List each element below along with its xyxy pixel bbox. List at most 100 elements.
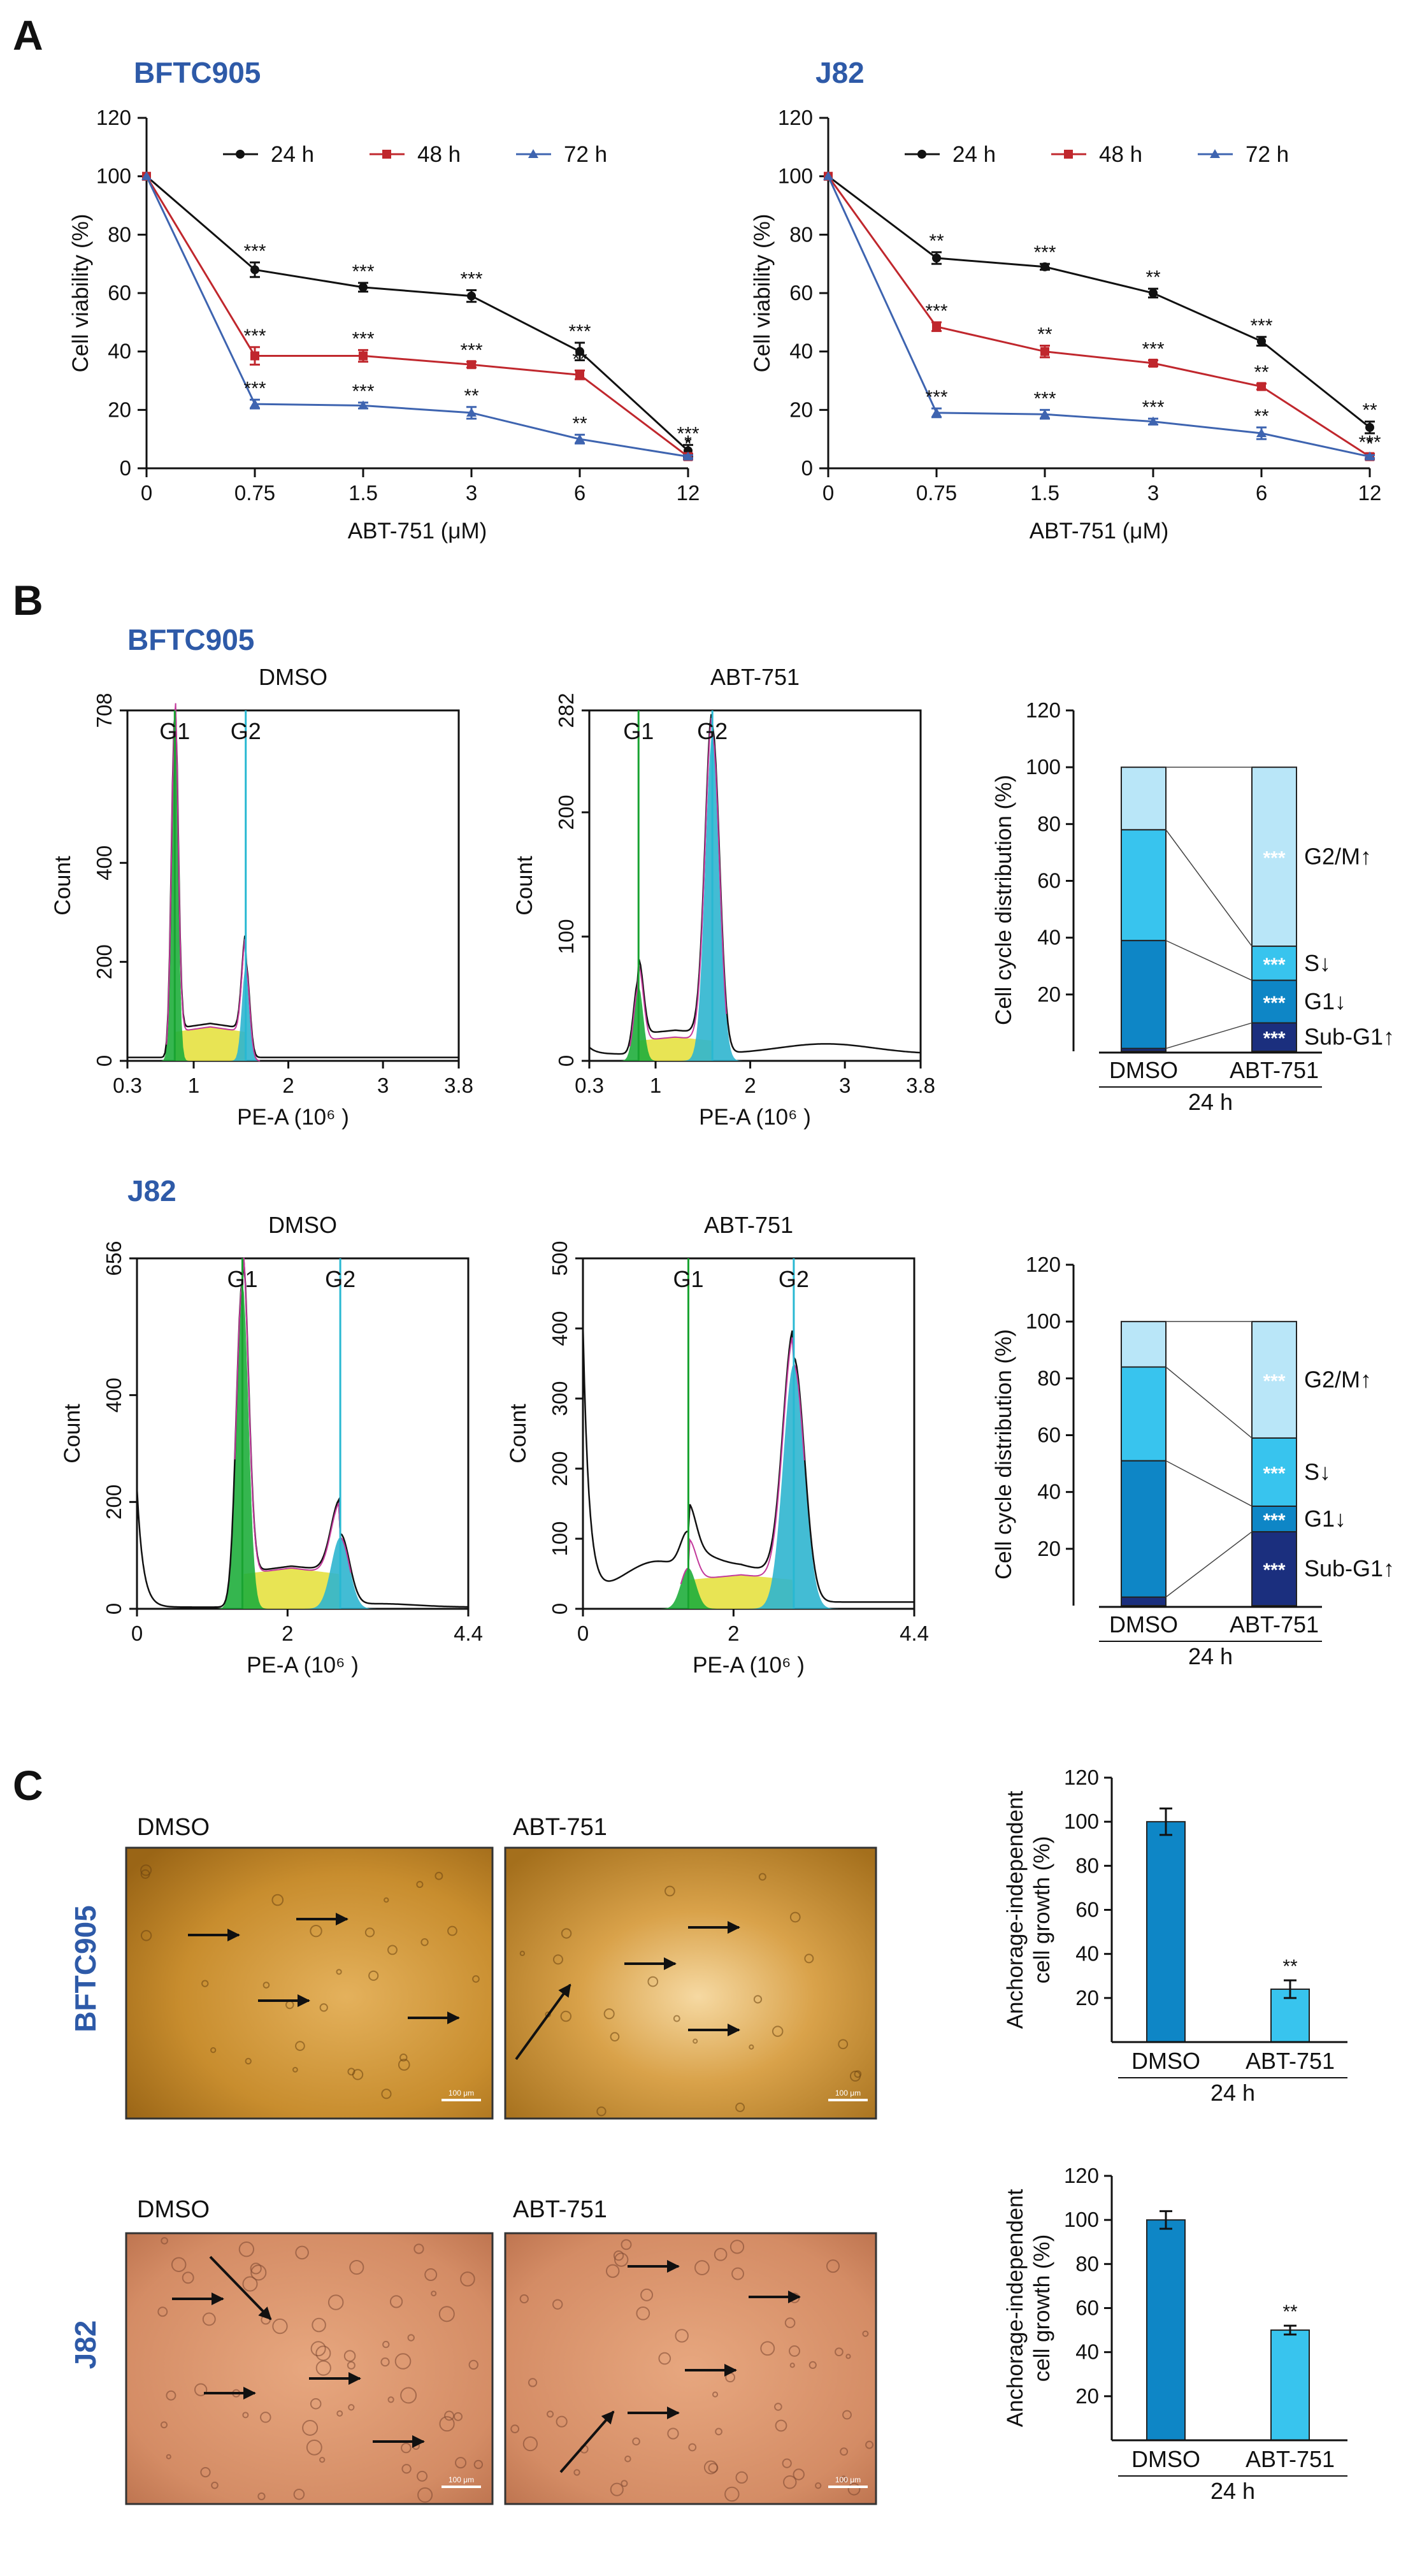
phase-label: Sub-G1↑ [1304,1024,1395,1050]
y-tick-label: 40 [1037,1480,1061,1504]
y-tick-label: 120 [778,106,813,129]
cell-colony [347,2361,356,2370]
bar-segment-abt [1251,946,1297,981]
x-tick-label: 3.8 [906,1074,935,1097]
cell-colony [424,2268,438,2282]
data-point [575,370,584,380]
cell-colony [510,2424,520,2434]
y-tick-label: 80 [1075,2252,1099,2275]
cell-colony [272,2318,288,2335]
data-point [1040,409,1050,419]
y-tick-label: 100 [1026,1309,1061,1333]
category-label: ABT-751 [1246,2446,1335,2472]
cell-colony [310,2398,322,2410]
x-tick-label: 1.5 [348,481,378,505]
cell-colony [453,2412,463,2421]
x-tick-label: 2 [282,1074,294,1097]
stacked-bar-bftc905: 20 40 60 80 100 120 Cell cycle distribution (%… [991,698,1395,1115]
significance-mark: *** [1358,432,1381,453]
cell-colony [157,2306,168,2317]
significance-mark: *** [352,328,374,349]
cell-colony [140,1930,152,1941]
x-tick-label: 4.4 [900,1622,929,1645]
histogram-title: DMSO [259,664,327,690]
y-axis-label: Cell cycle distribution (%) [991,1329,1016,1579]
bar-dmso [1146,2219,1186,2442]
cell-colony [401,2442,412,2454]
cell-colony [315,2345,331,2361]
cell-colony [556,2415,568,2428]
cell-colony [775,2419,787,2432]
significance-mark: * [684,432,692,453]
bar-segment-dmso [1121,1366,1167,1462]
fit-curve [680,1337,805,1585]
x-tick-label: 0 [141,481,152,505]
y-tick-label: 40 [789,340,813,363]
scale-bar-label: 100 μm [835,2475,861,2484]
connector-line [1165,1460,1253,1507]
fit-curve [166,703,261,1061]
significance-mark: *** [677,423,699,444]
cell-colony [389,2295,403,2308]
data-point [467,360,476,370]
y-tick-label: 20 [1037,982,1061,1006]
data-point [1365,422,1374,432]
cell-colony [528,2378,538,2387]
legend-label: 48 h [1099,142,1142,167]
cell-colony [772,2026,784,2037]
bar-chart-bftc905-growth: 20 40 60 80 100 120 Anchorage-independent cell … [1003,1766,1347,2106]
cell-colony [306,2439,322,2456]
x-tick-label: 1 [650,1074,661,1097]
cell-colony [605,2264,620,2278]
data-point [1257,382,1266,391]
cell-colony [348,2404,355,2411]
category-label: DMSO [1131,2048,1200,2074]
gate-label: G2 [697,718,728,744]
significance-mark: ** [572,413,587,434]
cell-colony [382,2340,390,2349]
cell-colony [394,2353,412,2370]
series-line-24h [828,175,1370,429]
cell-colony [364,1927,375,1938]
bar-abt751 [1270,2329,1310,2441]
data-point [683,451,693,461]
scale-bar-label: 100 μm [449,2089,474,2097]
significance-mark: ** [1282,1956,1298,1977]
legend-label: 24 h [952,142,996,167]
y-tick-label: 300 [548,1381,571,1416]
gate-label: G1 [227,1266,257,1292]
bftc905-title-b: BFTC905 [127,623,254,656]
x-tick-label: 0 [577,1622,589,1645]
j82-title-b: J82 [127,1174,176,1207]
g2-peak-fill [583,1364,914,1609]
cell-colony [553,1954,563,1965]
y-tick-label: 120 [1026,1253,1061,1276]
fit-curve [629,717,728,1047]
legend-marker [1210,149,1220,158]
cell-colony [444,2410,455,2421]
y-tick-label: 80 [789,222,813,246]
x-tick-label: 12 [1358,481,1382,505]
gate-label: G1 [159,718,190,744]
photo-label-bftc-abt: ABT-751 [513,1814,607,1841]
cell-colony [703,2460,718,2475]
series-line-48h [827,175,1370,457]
x-tick-label: 1 [188,1074,199,1097]
x-tick-label: 3 [377,1074,389,1097]
cell-colony [238,2241,255,2257]
histogram-outline [582,1324,914,1603]
y-tick-label: 80 [1037,812,1061,835]
cell-colony [808,2361,817,2370]
phase-label: S↓ [1304,950,1331,976]
y-tick-label: 282 [554,693,578,728]
x-tick-label: 4.4 [454,1622,483,1645]
group-label: 24 h [1210,2080,1255,2106]
connector-line [1165,1366,1253,1439]
data-point [1040,262,1049,271]
cell-colony [271,1894,284,1906]
bar-segment-dmso [1121,940,1167,1049]
data-point [250,265,259,275]
data-point [1148,416,1158,426]
connector-line [1165,829,1253,947]
bar-segment-dmso [1121,1596,1167,1606]
